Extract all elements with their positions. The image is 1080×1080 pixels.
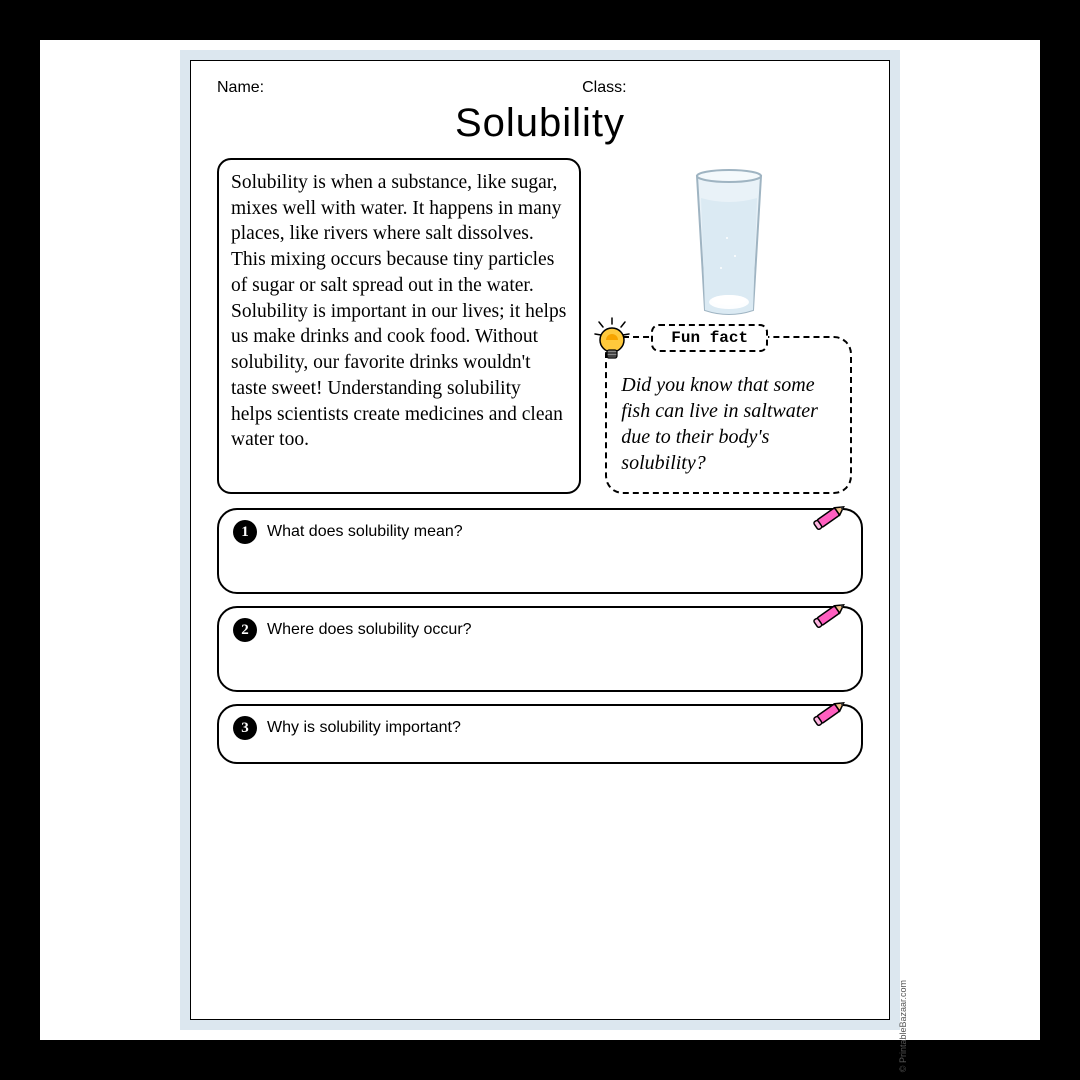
name-label: Name: (217, 79, 582, 97)
glass-illustration (679, 158, 779, 328)
question-box-2[interactable]: 2 Where does solubility occur? (217, 606, 863, 692)
content-row: Solubility is when a substance, like sug… (217, 158, 863, 494)
outer-frame: Name: Class: Solubility Solubility is wh… (40, 40, 1040, 1040)
class-label: Class: (582, 79, 863, 97)
funfact-text: Did you know that some fish can live in … (621, 372, 836, 476)
pencil-icon (809, 698, 851, 728)
question-number: 1 (233, 520, 257, 544)
question-number: 2 (233, 618, 257, 642)
pencil-icon (809, 502, 851, 532)
question-box-1[interactable]: 1 What does solubility mean? (217, 508, 863, 594)
right-column: Fun fact Did you know that some fish can… (595, 158, 863, 494)
question-text: Where does solubility occur? (267, 621, 472, 639)
question-box-3[interactable]: 3 Why is solubility important? (217, 704, 863, 764)
question-number: 3 (233, 716, 257, 740)
page-blue-border: Name: Class: Solubility Solubility is wh… (180, 50, 900, 1030)
funfact-box: Fun fact Did you know that some fish can… (605, 336, 852, 494)
worksheet-page: Name: Class: Solubility Solubility is wh… (190, 60, 890, 1020)
pencil-icon (809, 600, 851, 630)
credit-text: © PrintableBazaar.com (898, 980, 908, 1072)
page-title: Solubility (217, 101, 863, 146)
passage-box: Solubility is when a substance, like sug… (217, 158, 581, 494)
question-text: Why is solubility important? (267, 719, 461, 737)
header-row: Name: Class: (217, 79, 863, 97)
water-glass-icon (679, 168, 779, 318)
questions: 1 What does solubility mean? (217, 508, 863, 764)
funfact-label: Fun fact (651, 324, 768, 352)
question-text: What does solubility mean? (267, 523, 463, 541)
lightbulb-icon (591, 316, 633, 369)
